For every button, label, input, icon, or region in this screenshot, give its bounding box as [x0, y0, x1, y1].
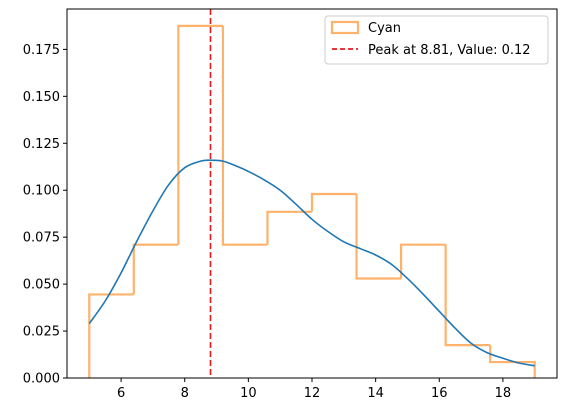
histogram-bin	[88, 293, 134, 378]
kde-curve	[88, 159, 535, 367]
histogram-bin	[355, 193, 402, 280]
y-tick-label: 0.175	[23, 43, 60, 58]
x-tick-label: 12	[304, 386, 321, 401]
y-tick-label: 0.000	[23, 372, 60, 387]
x-tick-label: 18	[495, 386, 512, 401]
axes: 6 8 10 12 14 16 18 0.000 0.025 0.050 0.075 0.100 0.1…	[23, 8, 558, 401]
histogram-bin	[266, 210, 312, 245]
histogram-bin	[399, 243, 446, 279]
x-tick-label: 16	[431, 386, 448, 401]
histogram-bin	[132, 243, 179, 295]
histogram-bin	[177, 24, 223, 245]
histogram-bin	[221, 25, 268, 246]
legend-label-histogram: Cyan	[368, 21, 401, 36]
legend-label-peak: Peak at 8.81, Value: 0.12	[368, 43, 531, 58]
y-tick-label: 0.125	[23, 137, 60, 152]
y-tick-label: 0.025	[23, 325, 60, 340]
x-tick-label: 8	[181, 386, 189, 401]
y-tick-label: 0.075	[23, 231, 60, 246]
y-tick-label: 0.100	[23, 184, 60, 199]
y-tick-label: 0.150	[23, 90, 60, 105]
kde-series	[88, 159, 535, 367]
histogram-bin	[310, 192, 357, 212]
x-tick-label: 6	[117, 386, 125, 401]
histogram-bin	[444, 244, 491, 347]
legend-box	[324, 15, 549, 65]
legend: Cyan Peak at 8.81, Value: 0.12	[324, 15, 549, 65]
legend-swatch-histogram	[330, 20, 360, 35]
x-tick-label: 14	[367, 386, 384, 401]
y-tick-label: 0.050	[23, 278, 60, 293]
x-tick-label: 10	[240, 386, 257, 401]
